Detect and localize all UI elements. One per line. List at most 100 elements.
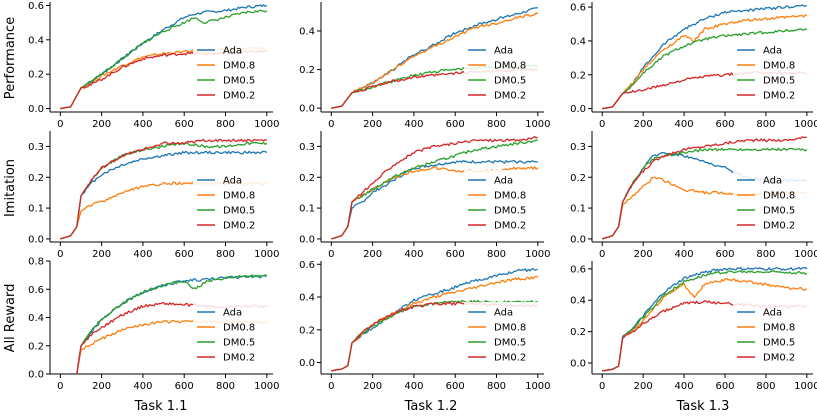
- legend-label: DM0.2: [223, 353, 255, 364]
- y-tick-label: 0.2: [570, 70, 586, 81]
- series-line-ada: [331, 159, 538, 240]
- y-tick-label: 0.4: [28, 313, 44, 324]
- x-tick-label: 0: [599, 381, 605, 392]
- legend-label: DM0.8: [223, 191, 255, 202]
- x-tick-label: 800: [487, 381, 506, 392]
- x-tick-label: 400: [133, 381, 152, 392]
- x-tick-label: 800: [487, 249, 506, 260]
- y-tick-label: 0.2: [28, 341, 44, 352]
- legend-label: DM0.5: [494, 338, 526, 349]
- legend-label: Ada: [763, 308, 782, 319]
- series-line-dm08: [602, 14, 808, 110]
- legend-label: DM0.2: [494, 353, 526, 364]
- x-tick-label: 800: [216, 119, 235, 130]
- row-label-1: Imitation: [3, 159, 18, 217]
- x-tick-label: 1000: [794, 249, 817, 260]
- legend-label: DM0.5: [494, 76, 526, 87]
- y-tick-label: 0.0: [299, 104, 315, 115]
- x-tick-label: 200: [92, 249, 111, 260]
- y-tick-label: 0.1: [28, 204, 44, 215]
- legend-label: DM0.8: [763, 61, 795, 72]
- series-line-ada: [602, 266, 808, 372]
- legend-label: Ada: [763, 46, 782, 57]
- legend-label: DM0.2: [223, 221, 255, 232]
- x-tick-label: 0: [57, 381, 63, 392]
- y-tick-label: 0.6: [570, 3, 586, 14]
- legend-label: DM0.8: [223, 323, 255, 334]
- x-tick-label: 600: [715, 249, 734, 260]
- y-tick-label: 0.0: [570, 359, 586, 370]
- series-line-ada: [60, 150, 268, 240]
- x-tick-label: 0: [57, 119, 63, 130]
- x-tick-label: 400: [133, 119, 152, 130]
- x-tick-label: 1000: [254, 381, 279, 392]
- x-tick-label: 200: [363, 119, 382, 130]
- y-tick-label: 0.4: [570, 296, 586, 307]
- x-tick-label: 0: [599, 119, 605, 130]
- legend-label: Ada: [763, 176, 782, 187]
- x-tick-label: 600: [715, 381, 734, 392]
- y-tick-label: 0.6: [28, 285, 44, 296]
- legend-label: DM0.8: [494, 323, 526, 334]
- x-tick-label: 400: [404, 249, 423, 260]
- legend-label: Ada: [494, 176, 513, 187]
- x-tick-label: 1000: [525, 249, 550, 260]
- chart-panel-6: 0.0 0.1 0.2 0.3 0 200 400 600 800 1000 Ada DM0.8 DM0…: [570, 131, 817, 260]
- x-tick-label: 600: [446, 249, 465, 260]
- legend-label: DM0.5: [763, 76, 795, 87]
- y-tick-label: 0.2: [28, 173, 44, 184]
- y-tick-label: 0.4: [570, 36, 586, 47]
- x-tick-label: 800: [487, 119, 506, 130]
- x-tick-label: 800: [216, 381, 235, 392]
- y-tick-label: 0.0: [28, 234, 44, 245]
- x-tick-label: 1000: [254, 119, 279, 130]
- x-tick-label: 800: [216, 249, 235, 260]
- x-tick-label: 0: [328, 381, 334, 392]
- series-line-dm05: [602, 270, 808, 372]
- x-tick-label: 400: [675, 119, 694, 130]
- x-tick-label: 800: [756, 119, 775, 130]
- y-tick-label: 0.1: [570, 204, 586, 215]
- y-tick-label: 0.3: [28, 142, 44, 153]
- col-label-2: Task 1.3: [676, 399, 730, 414]
- y-tick-label: 0.6: [299, 260, 315, 271]
- chart-panel-4: 0.0 0.1 0.2 0.3 0 200 400 600 800 1000 Ada DM0.8 DM0…: [28, 131, 280, 260]
- y-tick-label: 0.0: [28, 370, 44, 381]
- series-line-ada: [331, 268, 539, 372]
- y-tick-label: 0.2: [299, 325, 315, 336]
- series-line-ada: [60, 4, 268, 110]
- legend-label: DM0.5: [223, 76, 255, 87]
- x-tick-label: 200: [92, 119, 111, 130]
- legend-label: DM0.8: [763, 323, 795, 334]
- series-line-dm08: [602, 277, 808, 372]
- legend-label: DM0.8: [223, 61, 255, 72]
- x-tick-label: 600: [175, 249, 194, 260]
- x-tick-label: 1000: [525, 119, 550, 130]
- y-tick-label: 0.1: [299, 204, 315, 215]
- legend-label: DM0.2: [494, 221, 526, 232]
- legend-label: Ada: [223, 46, 242, 57]
- legend-label: DM0.5: [763, 338, 795, 349]
- y-tick-label: 0.2: [570, 173, 586, 184]
- y-tick-label: 0.0: [570, 234, 586, 245]
- y-tick-label: 0.2: [570, 327, 586, 338]
- chart-panel-1: 0.0 0.2 0.4 0.6 0 200 400 600 800 1000 Ada DM0.8 DM0…: [28, 1, 279, 130]
- series-line-dm05: [60, 9, 268, 110]
- y-tick-label: 0.2: [299, 173, 315, 184]
- x-tick-label: 1000: [525, 381, 550, 392]
- legend-label: DM0.8: [763, 191, 795, 202]
- x-tick-label: 200: [363, 381, 382, 392]
- x-tick-label: 200: [92, 381, 111, 392]
- y-tick-label: 0.4: [299, 26, 315, 37]
- chart-panel-8: 0.0 0.2 0.4 0.6 0 200 400 600 800 1000 Ada DM0.8 DM0…: [299, 260, 550, 392]
- series-line-dm02: [331, 136, 539, 240]
- x-tick-label: 400: [675, 249, 694, 260]
- x-tick-label: 400: [675, 381, 694, 392]
- row-label-2: All Reward: [3, 284, 18, 353]
- series-line-dm02: [602, 136, 808, 240]
- x-tick-label: 400: [133, 249, 152, 260]
- legend-label: DM0.5: [763, 206, 795, 217]
- x-tick-label: 1000: [794, 119, 817, 130]
- y-tick-label: 0.4: [28, 35, 44, 46]
